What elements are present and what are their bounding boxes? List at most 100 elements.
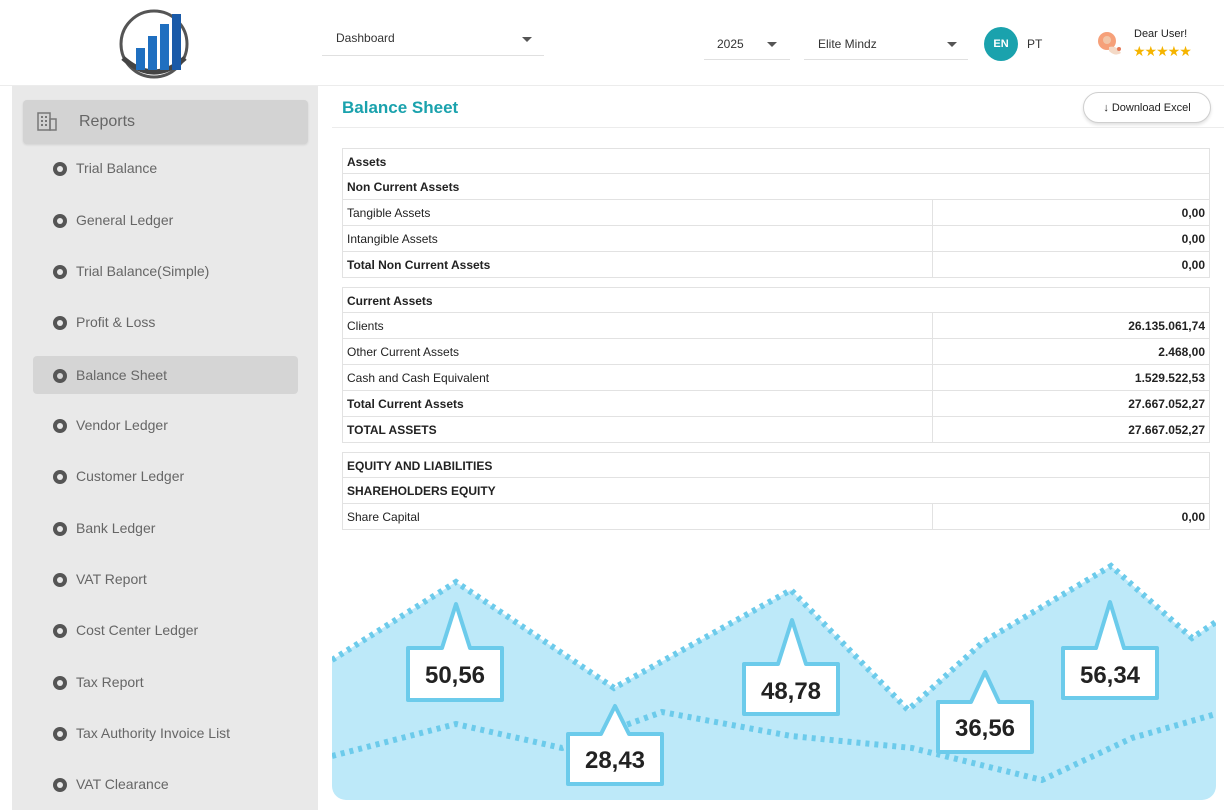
- arrow-down-icon: ↓: [1103, 101, 1109, 114]
- top-header: Dashboard 2025 Elite Mindz EN PT Dear Us…: [0, 0, 1224, 86]
- sidebar-item-label: Tax Authority Invoice List: [76, 725, 231, 741]
- sidebar-item-label: VAT Report: [76, 571, 147, 587]
- row-amount: 0,00: [1181, 232, 1205, 246]
- row-label: Other Current Assets: [347, 345, 460, 359]
- callout-3: 48,78: [742, 618, 840, 716]
- table-row: Total Non Current Assets 0,00: [342, 252, 1210, 278]
- row-label: Cash and Cash Equivalent: [347, 371, 490, 385]
- chevron-down-icon: [947, 42, 957, 47]
- row-amount: 1.529.522,53: [1134, 371, 1205, 385]
- table-row: TOTAL ASSETS 27.667.052,27: [342, 417, 1210, 443]
- table-row: Clients 26.135.061,74: [342, 313, 1210, 339]
- table-row: Share Capital 0,00: [342, 504, 1210, 530]
- table-row: Other Current Assets 2.468,00: [342, 339, 1210, 365]
- row-amount: 27.667.052,27: [1128, 397, 1205, 411]
- sidebar-item-label: Cost Center Ledger: [76, 622, 199, 638]
- dashboard-select[interactable]: Dashboard: [322, 24, 544, 56]
- language-en-button[interactable]: EN: [984, 27, 1018, 61]
- chevron-down-icon: [767, 42, 777, 47]
- sidebar-item-label: VAT Clearance: [76, 776, 169, 792]
- sidebar-item-label: Balance Sheet: [76, 367, 168, 383]
- sidebar-item-label: Profit & Loss: [76, 314, 156, 330]
- sidebar-item-balance-sheet[interactable]: Balance Sheet: [33, 356, 298, 394]
- download-excel-button[interactable]: ↓ Download Excel: [1083, 92, 1211, 123]
- table-row: Current Assets: [342, 287, 1210, 313]
- table-row: SHAREHOLDERS EQUITY: [342, 478, 1210, 504]
- user-greeting: Dear User!: [1134, 28, 1188, 40]
- sidebar-item-trial-balance[interactable]: Trial Balance: [33, 149, 298, 187]
- wave-top-line: [332, 562, 1216, 715]
- sidebar-item-vat-clearance[interactable]: VAT Clearance: [33, 765, 298, 803]
- callout-1-value: 50,56: [425, 662, 485, 689]
- row-label: Share Capital: [347, 510, 420, 524]
- row-amount: 26.135.061,74: [1128, 319, 1205, 333]
- user-avatar-icon[interactable]: [1095, 29, 1125, 59]
- balance-sheet-table: Assets Non Current Assets Tangible Asset…: [342, 148, 1210, 536]
- callout-3-value: 48,78: [761, 678, 821, 705]
- radio-dot-icon: [53, 470, 67, 484]
- sidebar-item-label: Tax Report: [76, 674, 144, 690]
- sidebar-item-label: General Ledger: [76, 212, 174, 228]
- row-label: Clients: [347, 319, 384, 333]
- sidebar-item-tax-authority-invoice-list[interactable]: Tax Authority Invoice List: [33, 714, 298, 752]
- sidebar-section-reports[interactable]: Reports: [23, 100, 308, 144]
- column-divider: [932, 365, 933, 390]
- sidebar-item-bank-ledger[interactable]: Bank Ledger: [33, 509, 298, 547]
- row-label: Total Non Current Assets: [347, 258, 491, 272]
- row-label: Intangible Assets: [347, 232, 438, 246]
- company-select-value: Elite Mindz: [818, 37, 877, 51]
- table-row: Assets: [342, 148, 1210, 174]
- table-row: Intangible Assets 0,00: [342, 226, 1210, 252]
- table-row: Total Current Assets 27.667.052,27: [342, 391, 1210, 417]
- callout-4: 36,56: [936, 670, 1034, 754]
- page-title: Balance Sheet: [342, 98, 459, 117]
- sidebar: Reports Trial Balance General Ledger Tri…: [12, 86, 318, 810]
- row-label: Non Current Assets: [347, 180, 460, 194]
- column-divider: [932, 313, 933, 338]
- column-divider: [932, 504, 933, 529]
- callout-1: 50,56: [406, 602, 504, 702]
- table-row: Cash and Cash Equivalent 1.529.522,53: [342, 365, 1210, 391]
- sidebar-item-tax-report[interactable]: Tax Report: [33, 663, 298, 701]
- radio-dot-icon: [53, 522, 67, 536]
- row-label: EQUITY AND LIABILITIES: [347, 459, 493, 473]
- radio-dot-icon: [53, 624, 67, 638]
- sidebar-item-cost-center-ledger[interactable]: Cost Center Ledger: [33, 611, 298, 649]
- sidebar-item-customer-ledger[interactable]: Customer Ledger: [33, 457, 298, 495]
- sidebar-item-general-ledger[interactable]: General Ledger: [33, 201, 298, 239]
- sidebar-item-vat-report[interactable]: VAT Report: [33, 560, 298, 598]
- callout-5: 56,34: [1061, 600, 1159, 700]
- title-divider: [332, 127, 1224, 128]
- sidebar-item-label: Vendor Ledger: [76, 417, 168, 433]
- chevron-down-icon: [522, 37, 532, 42]
- column-divider: [932, 391, 933, 416]
- row-label: Current Assets: [347, 294, 433, 308]
- building-icon: [37, 112, 57, 131]
- year-select[interactable]: 2025: [704, 30, 790, 60]
- callout-2: 28,43: [566, 704, 664, 786]
- sidebar-item-profit-loss[interactable]: Profit & Loss: [33, 303, 298, 341]
- table-row: Non Current Assets: [342, 174, 1210, 200]
- sidebar-item-label: Trial Balance: [76, 160, 158, 176]
- row-amount: 2.468,00: [1158, 345, 1205, 359]
- sidebar-item-vendor-ledger[interactable]: Vendor Ledger: [33, 406, 298, 444]
- language-pt-button[interactable]: PT: [1027, 37, 1043, 51]
- row-label: SHAREHOLDERS EQUITY: [347, 484, 496, 498]
- main-panel: Balance Sheet ↓ Download Excel Assets No…: [332, 86, 1224, 538]
- radio-dot-icon: [53, 419, 67, 433]
- row-amount: 27.667.052,27: [1128, 423, 1205, 437]
- sidebar-item-label: Customer Ledger: [76, 468, 185, 484]
- radio-dot-icon: [53, 573, 67, 587]
- column-divider: [932, 417, 933, 442]
- radio-dot-icon: [53, 778, 67, 792]
- company-select[interactable]: Elite Mindz: [804, 30, 968, 60]
- company-logo[interactable]: [114, 6, 194, 80]
- row-label: Total Current Assets: [347, 397, 464, 411]
- sidebar-item-label: Bank Ledger: [76, 520, 156, 536]
- sidebar-item-trial-balance-simple[interactable]: Trial Balance(Simple): [33, 252, 298, 290]
- sidebar-section-label: Reports: [79, 113, 136, 130]
- radio-dot-icon: [53, 162, 67, 176]
- callout-5-value: 56,34: [1080, 662, 1141, 689]
- sidebar-item-label: Trial Balance(Simple): [76, 263, 210, 279]
